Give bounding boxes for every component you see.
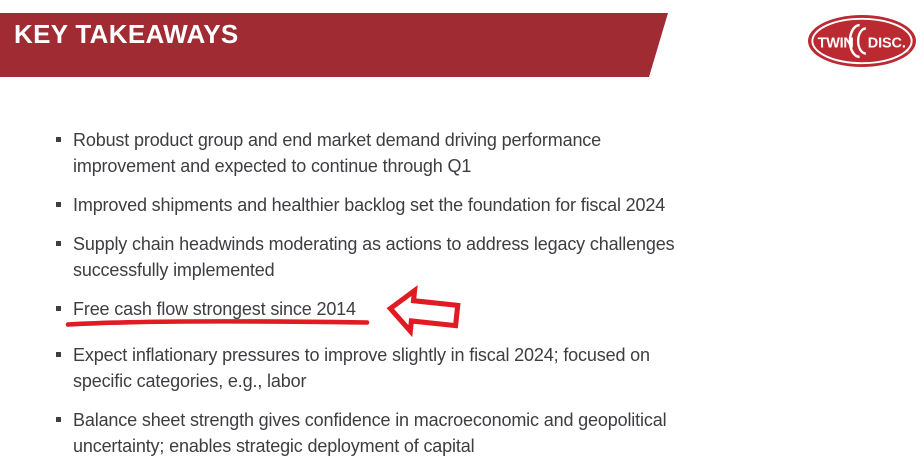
- bullet-square-icon: [56, 202, 61, 207]
- twin-disc-logo-graphic: TWIN DISC. ®: [808, 14, 916, 68]
- logo-trademark: ®: [905, 48, 909, 55]
- logo-disc-arc-outer: [848, 23, 860, 59]
- page-title: KEY TAKEAWAYS: [14, 19, 239, 49]
- bullet-item-5: Expect inflationary pressures to improve…: [56, 342, 876, 394]
- logo-inner-ring: [811, 17, 913, 65]
- bullet-text: improvement and expected to continue thr…: [73, 156, 472, 176]
- bullet-item-3: Supply chain headwinds moderating as act…: [56, 231, 876, 283]
- bullet-item-4-highlighted: Free cash flow strongest since 2014: [56, 285, 876, 338]
- twin-disc-logo: TWIN DISC. ®: [806, 14, 918, 68]
- bullet-text: Expect inflationary pressures to improve…: [73, 345, 650, 365]
- bullet-square-icon: [56, 417, 61, 422]
- bullet-text: successfully implemented: [73, 260, 275, 280]
- bullet-text: specific categories, e.g., labor: [73, 371, 307, 391]
- red-underline-annotation: [65, 319, 370, 327]
- bullet-text: Improved shipments and healthier backlog…: [73, 195, 666, 215]
- bullet-text: uncertainty; enables strategic deploymen…: [73, 436, 475, 456]
- bullet-item-6: Balance sheet strength gives confidence …: [56, 407, 876, 459]
- red-arrow-annotation: [386, 285, 461, 338]
- logo-text-disc: DISC.: [868, 35, 906, 51]
- bullet-square-icon: [56, 137, 61, 142]
- bullet-text: Free cash flow strongest since 2014: [73, 299, 356, 319]
- bullet-square-icon: [56, 306, 61, 311]
- bullet-square-icon: [56, 352, 61, 357]
- bullet-text: Supply chain headwinds moderating as act…: [73, 234, 675, 254]
- bullet-list: Robust product group and end market dema…: [56, 127, 876, 472]
- logo-oval: [808, 14, 916, 68]
- logo-text-twin: TWIN: [818, 35, 854, 51]
- bullet-text: Balance sheet strength gives confidence …: [73, 410, 667, 430]
- highlighted-statement: Free cash flow strongest since 2014: [65, 285, 461, 338]
- header-bar: KEY TAKEAWAYS: [0, 13, 668, 77]
- logo-disc-arc-inner: [856, 27, 867, 55]
- bullet-text: Robust product group and end market dema…: [73, 130, 602, 150]
- bullet-square-icon: [56, 241, 61, 246]
- bullet-item-1: Robust product group and end market dema…: [56, 127, 876, 179]
- bullet-item-2: Improved shipments and healthier backlog…: [56, 192, 876, 218]
